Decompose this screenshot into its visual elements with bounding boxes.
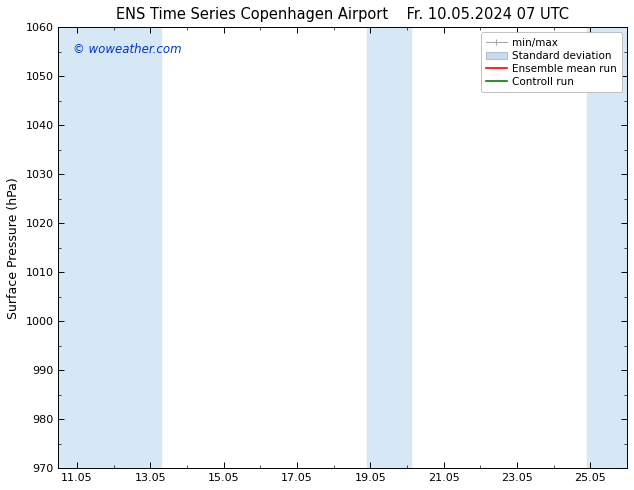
Bar xyxy=(586,27,627,468)
Bar xyxy=(58,27,161,468)
Title: ENS Time Series Copenhagen Airport    Fr. 10.05.2024 07 UTC: ENS Time Series Copenhagen Airport Fr. 1… xyxy=(116,7,569,22)
Bar xyxy=(366,27,411,468)
Legend: min/max, Standard deviation, Ensemble mean run, Controll run: min/max, Standard deviation, Ensemble me… xyxy=(481,32,622,92)
Y-axis label: Surface Pressure (hPa): Surface Pressure (hPa) xyxy=(7,177,20,318)
Text: © woweather.com: © woweather.com xyxy=(73,43,181,56)
